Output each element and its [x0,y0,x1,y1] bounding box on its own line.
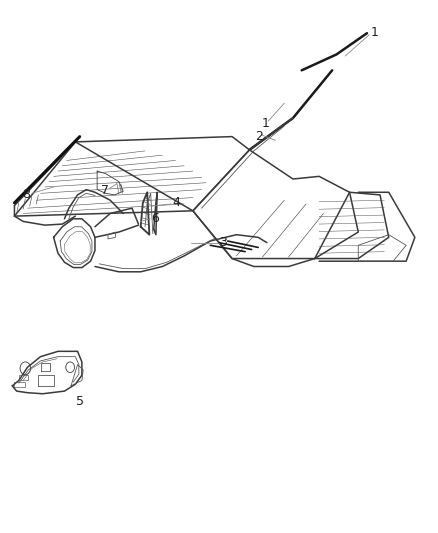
Text: 1: 1 [371,26,379,38]
Text: 1: 1 [262,117,270,130]
Text: 6: 6 [151,212,159,225]
Text: 4: 4 [173,196,181,209]
Text: 2: 2 [255,130,263,143]
Text: 3: 3 [219,236,227,249]
Text: 8: 8 [22,189,30,201]
Text: 7: 7 [101,184,109,197]
Text: 5: 5 [76,395,84,408]
